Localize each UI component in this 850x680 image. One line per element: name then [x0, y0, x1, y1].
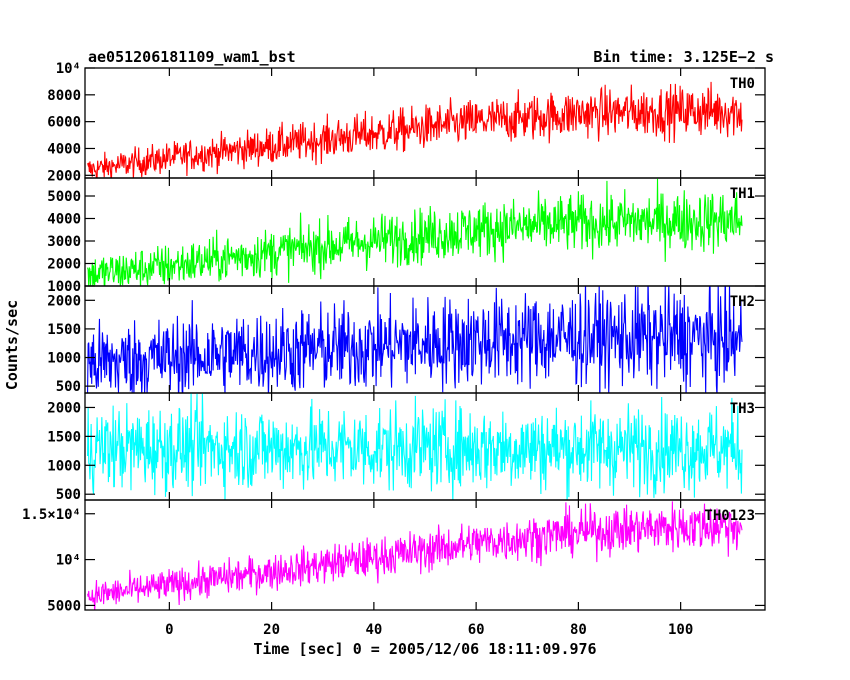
y-tick-label: 1500	[47, 429, 81, 445]
observation-id: ae051206181109_wam1_bst	[88, 48, 296, 66]
y-tick-label: 10⁴	[56, 553, 81, 569]
y-tick-label: 4000	[47, 212, 81, 228]
y-axis-label: Counts/sec	[3, 300, 21, 390]
y-tick-label: 5000	[47, 598, 81, 614]
panel-label: TH2	[730, 294, 755, 310]
y-tick-label: 1000	[47, 351, 81, 367]
y-tick-label: 2000	[47, 257, 81, 273]
panel-th3: 500 1000 1500 2000 TH3	[47, 392, 766, 503]
x-tick-label: 80	[570, 622, 587, 638]
x-axis-label: Time [sec] 0 = 2005/12/06 18:11:09.976	[253, 640, 596, 658]
y-tick-label: 500	[56, 487, 81, 503]
panel-label: TH1	[730, 186, 755, 202]
panel-stack: 200040006000800010⁴TH0100020003000400050…	[22, 61, 766, 638]
y-tick-label: 2000	[47, 168, 81, 184]
y-tick-label: 2000	[47, 293, 81, 309]
y-tick-label: 4000	[47, 141, 81, 157]
series-th3	[87, 393, 743, 500]
x-tick-label: 40	[365, 622, 382, 638]
panel-th1: 1000 2000 3000 4000 5000 TH1	[47, 177, 766, 295]
panel-th2: 500 1000 1500 2000 TH2	[47, 285, 766, 395]
series-th1	[87, 178, 743, 286]
series-th0	[87, 81, 743, 178]
y-tick-label: 2000	[47, 400, 81, 416]
series-th0123	[87, 501, 743, 610]
y-tick-label: 6000	[47, 115, 81, 131]
y-tick-label: 3000	[47, 234, 81, 250]
y-tick-label: 10⁴	[56, 61, 81, 77]
panel-label: TH0	[730, 76, 755, 92]
series-th2	[87, 286, 743, 393]
y-tick-label: 8000	[47, 88, 81, 104]
y-tick-label: 500	[56, 379, 81, 395]
x-tick-label: 0	[165, 622, 173, 638]
y-tick-label: 1.5×10⁴	[22, 507, 81, 523]
panel-label: TH3	[730, 401, 755, 417]
y-tick-label: 5000	[47, 189, 81, 205]
y-tick-label: 1000	[47, 279, 81, 295]
y-tick-label: 1500	[47, 322, 81, 338]
y-tick-label: 1000	[47, 458, 81, 474]
x-tick-label: 100	[668, 622, 693, 638]
panel-label: TH0123	[704, 508, 755, 524]
panel-frame	[84, 499, 766, 611]
x-tick-label: 60	[468, 622, 485, 638]
x-tick-label: 20	[263, 622, 280, 638]
panel-th0123: 5000 10⁴ 1.5×10⁴ TH0123	[22, 499, 766, 614]
panel-th0: 2000 4000 6000 8000 10⁴ TH0	[47, 61, 766, 184]
bin-time: Bin time: 3.125E−2 s	[593, 48, 774, 66]
